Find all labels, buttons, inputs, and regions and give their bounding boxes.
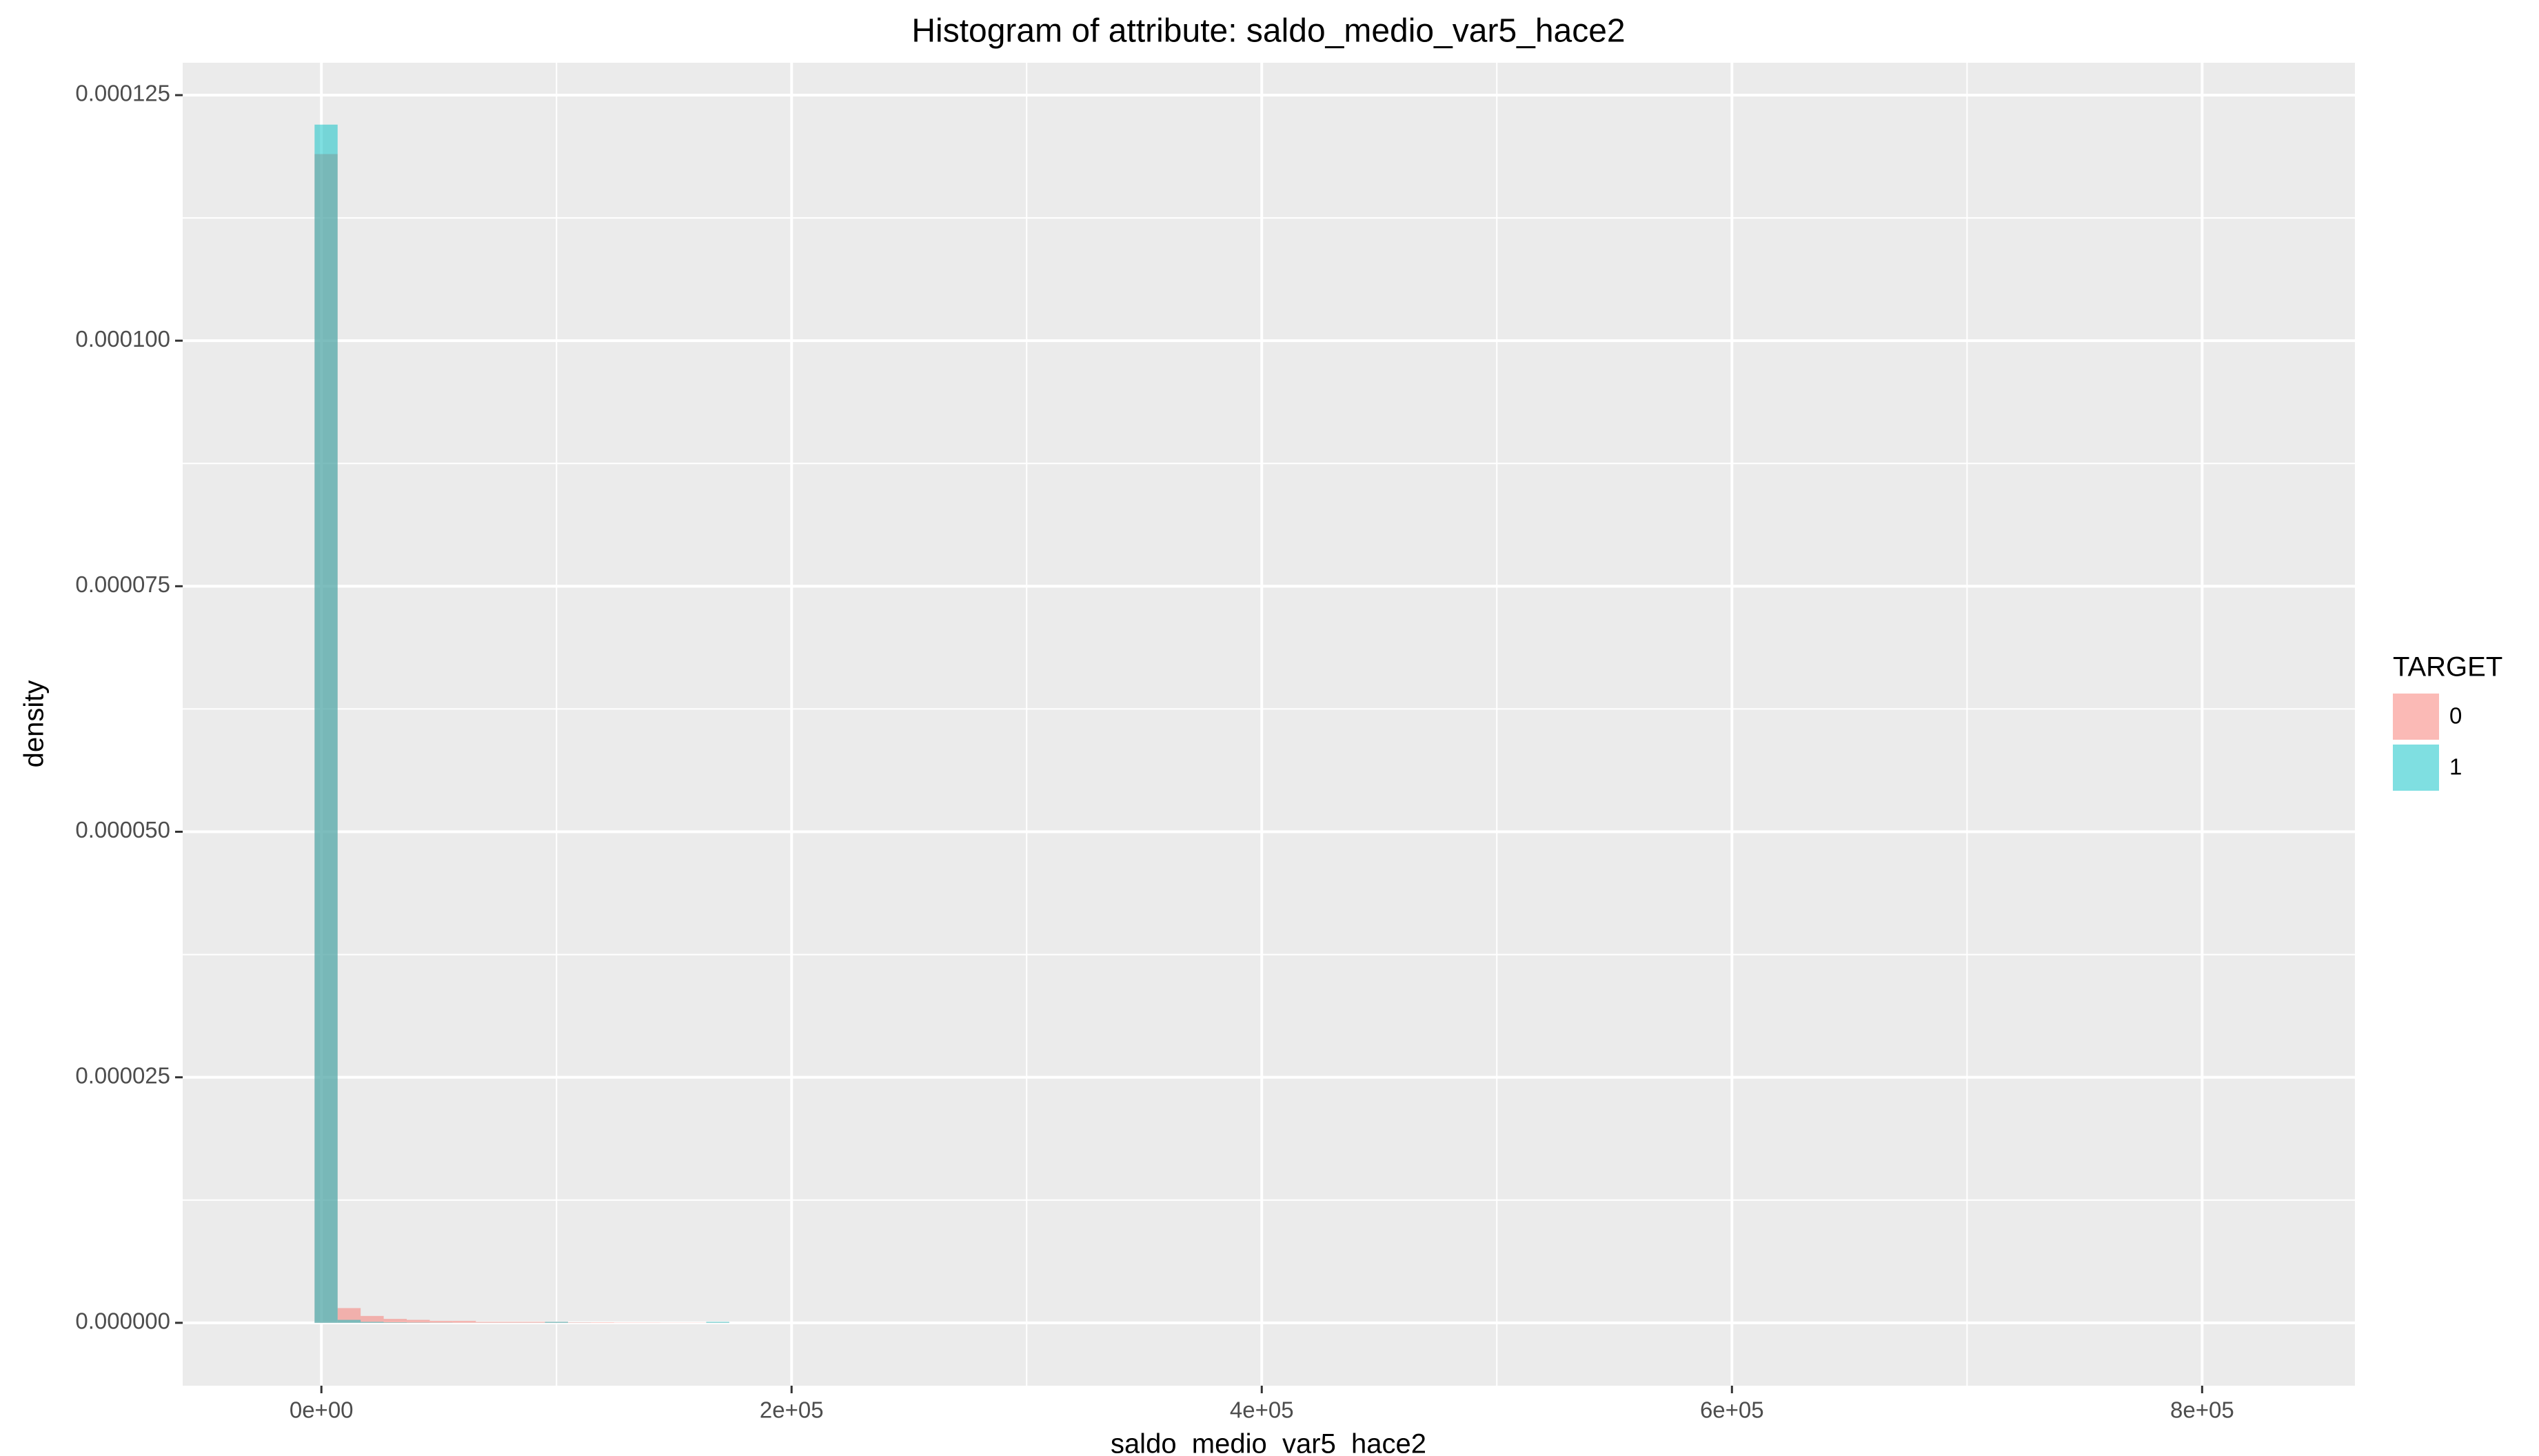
bar <box>429 1320 453 1323</box>
x-axis-title: saldo_medio_var5_hace2 <box>1111 1429 1426 1456</box>
grid <box>183 63 2355 1386</box>
legend-label: 0 <box>2449 703 2462 729</box>
chart-title: Histogram of attribute: saldo_medio_var5… <box>911 13 1625 50</box>
x-tick-label: 8e+05 <box>2170 1397 2234 1423</box>
y-tick-label: 0.000000 <box>75 1308 170 1334</box>
bar <box>337 1308 361 1323</box>
legend-label: 1 <box>2449 754 2462 780</box>
bar <box>591 1322 614 1323</box>
bars <box>314 124 729 1323</box>
axes: 0e+00 2e+05 4e+05 6e+05 8e+05 0.000000 0.00002… <box>75 81 2234 1423</box>
bar <box>452 1320 476 1323</box>
bar <box>337 1320 361 1323</box>
legend-key <box>2393 745 2439 791</box>
bar <box>383 1319 407 1323</box>
bar <box>361 1315 384 1323</box>
bar <box>567 1322 591 1323</box>
y-axis-title: density <box>19 680 50 768</box>
y-tick-label: 0.000100 <box>75 326 170 352</box>
bar <box>383 1322 407 1323</box>
bar <box>314 124 338 1323</box>
legend-title: TARGET <box>2393 652 2502 682</box>
y-tick-label: 0.000025 <box>75 1062 170 1088</box>
y-tick-label: 0.000075 <box>75 572 170 597</box>
panel <box>183 63 2355 1386</box>
x-tick-label: 4e+05 <box>1230 1397 1294 1423</box>
x-tick-label: 2e+05 <box>760 1397 824 1423</box>
x-tick-label: 6e+05 <box>1700 1397 1764 1423</box>
y-tick-label: 0.000125 <box>75 81 170 106</box>
legend-key <box>2393 694 2439 740</box>
legend: TARGET 0 1 <box>2393 652 2502 791</box>
x-tick-label: 0e+00 <box>290 1397 354 1423</box>
bar <box>406 1320 430 1323</box>
y-tick-label: 0.000050 <box>75 817 170 842</box>
